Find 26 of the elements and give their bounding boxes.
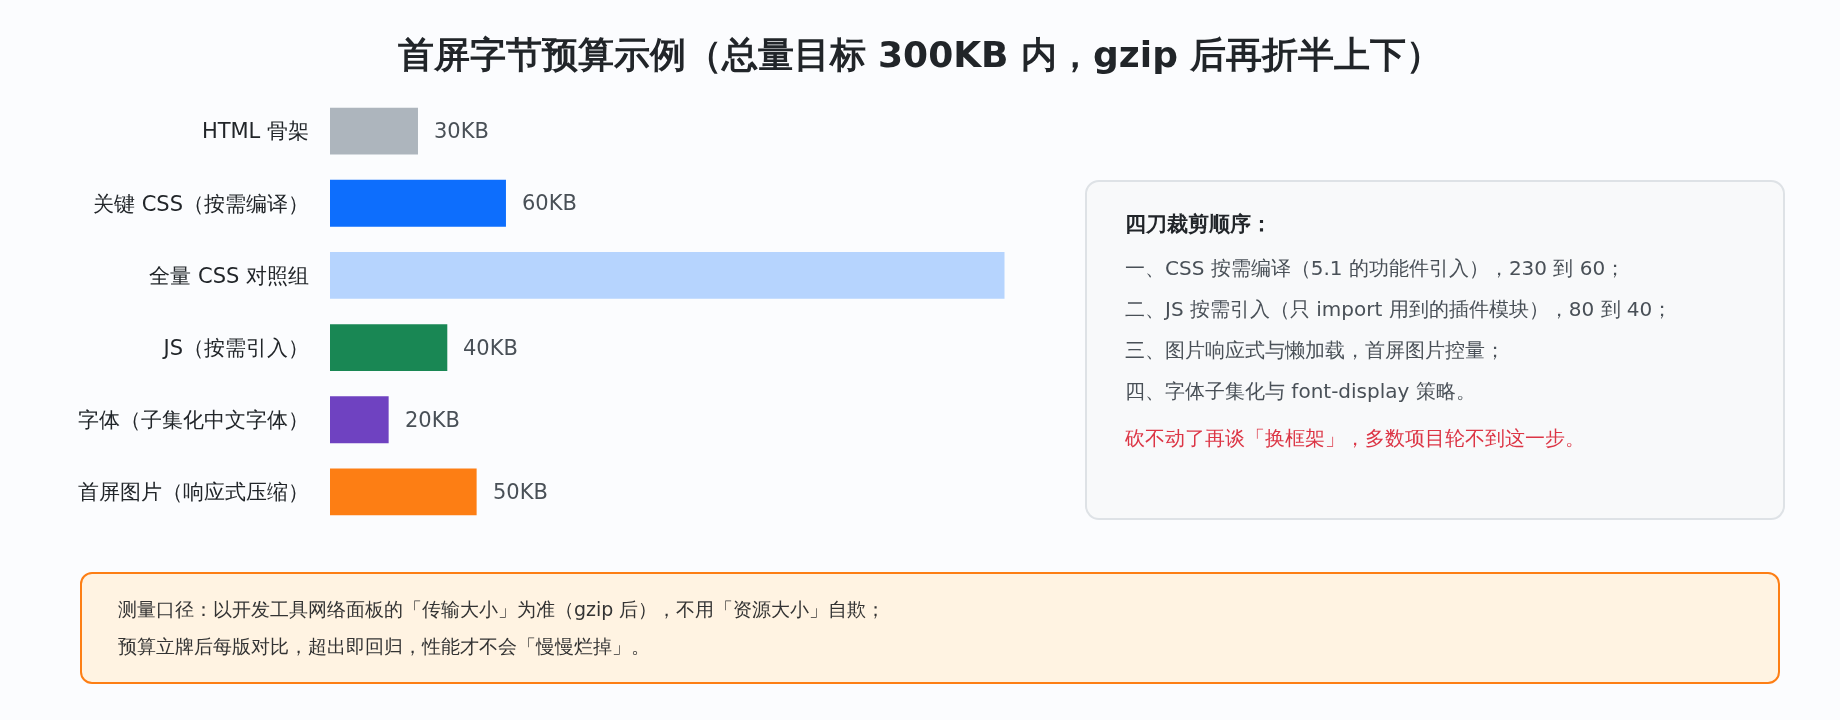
y-tick-label: 关键 CSS（按需编译） — [93, 191, 309, 216]
text: 四刀裁剪顺序： — [1125, 211, 1273, 238]
bar — [330, 179, 506, 227]
data-label: 50KB — [493, 480, 548, 504]
y-tick-label: 全量 CSS 对照组 — [149, 263, 309, 288]
chart-title: 首屏字节预算示例（总量目标 300KB 内，gzip 后再折半上下） — [397, 33, 1443, 75]
y-tick-label: HTML 骨架 — [201, 119, 309, 144]
bar — [330, 251, 1005, 299]
y-tick-label: 字体（子集化中文字体） — [78, 408, 309, 433]
data-label: 20KB — [405, 408, 460, 432]
text: 一、CSS 按需编译（5.1 的功能件引入），230 到 60； — [1125, 255, 1627, 282]
y-tick-label: 首屏图片（响应式压缩） — [78, 480, 309, 505]
bar — [330, 396, 389, 444]
text: 测量口径：以开发工具网络面板的「传输大小」为准（gzip 后），不用「资源大小」自欺； — [118, 597, 887, 622]
bar — [330, 324, 448, 372]
text: 三、图片响应式与懒加载，首屏图片控量； — [1125, 337, 1506, 364]
data-label: 60KB — [522, 191, 577, 215]
text: 二、JS 按需引入（只 import 用到的插件模块），80 到 40； — [1125, 296, 1674, 323]
y-tick-label: JS（按需引入） — [161, 335, 309, 360]
text: 砍不动了再谈「换框架」，多数项目轮不到这一步。 — [1125, 425, 1586, 452]
text: 预算立牌后每版对比，超出即回归，性能才不会「慢慢烂掉」。 — [118, 634, 651, 659]
text: 四、字体子集化与 font-display 策略。 — [1125, 378, 1477, 405]
data-label: 40KB — [463, 336, 518, 360]
bar — [330, 468, 477, 516]
bar — [330, 107, 418, 155]
data-label: 30KB — [434, 119, 489, 143]
